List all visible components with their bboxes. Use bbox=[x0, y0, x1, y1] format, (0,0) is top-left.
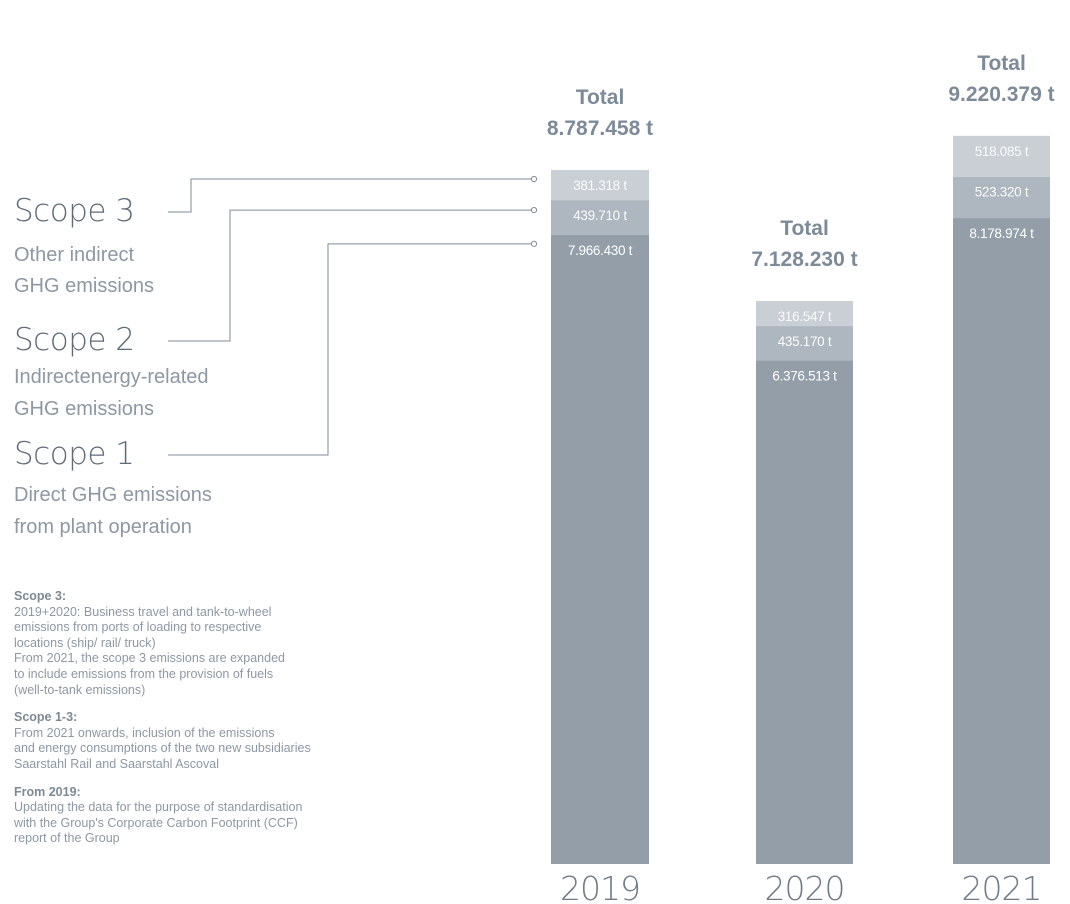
note-scope3: Scope 3: 2019+2020: Business travel and … bbox=[14, 589, 384, 698]
note-line: From 2021, the scope 3 emissions are exp… bbox=[14, 651, 285, 666]
scope2-desc-line2: GHG emissions bbox=[14, 398, 155, 420]
bar-segment-2020-scope2 bbox=[756, 326, 853, 361]
value-label-2019-scope3: 381.318 t bbox=[573, 178, 627, 193]
leader-line-scope1-end bbox=[530, 240, 538, 247]
note-line: to include emissions from the provision … bbox=[14, 666, 274, 681]
value-label-2019-scope2: 439.710 t bbox=[573, 208, 627, 223]
total-value-2020: 7.128.230 t bbox=[751, 248, 857, 271]
year-label-2020: 2020 bbox=[765, 869, 845, 904]
note-line: report of the Group bbox=[14, 831, 120, 846]
note-line: emissions from ports of loading to respe… bbox=[14, 620, 262, 635]
total-value-2021: 9.220.379 t bbox=[948, 83, 1054, 106]
scope3-title: Scope 3 bbox=[14, 193, 135, 229]
total-label-2021: Total bbox=[977, 52, 1026, 75]
note-line: Updating the data for the purpose of sta… bbox=[14, 800, 303, 815]
note-heading: Scope 1-3: bbox=[14, 710, 78, 725]
note-line: Saarstahl Rail and Saarstahl Ascoval bbox=[14, 756, 219, 771]
bar-segment-2021-scope2 bbox=[953, 176, 1050, 219]
leader-line-scope3 bbox=[168, 178, 531, 213]
scope3-desc-line2: GHG emissions bbox=[14, 275, 155, 297]
scope1-desc-line2: from plant operation bbox=[14, 516, 192, 538]
bar-segment-2019-scope2 bbox=[551, 200, 649, 235]
bar-segment-2021-scope1 bbox=[953, 218, 1050, 864]
value-label-2020-scope3: 316.547 t bbox=[778, 309, 832, 324]
bar-segment-2021-scope3 bbox=[953, 135, 1050, 177]
note-heading: From 2019: bbox=[14, 784, 81, 799]
bar-segment-2019-scope3 bbox=[551, 170, 649, 201]
year-label-2021: 2021 bbox=[962, 869, 1042, 904]
value-label-2021-scope3: 518.085 t bbox=[975, 144, 1029, 159]
leader-line-scope3-end bbox=[530, 175, 538, 183]
leader-line-scope2 bbox=[168, 209, 531, 342]
note-line: From 2021 onwards, inclusion of the emis… bbox=[14, 725, 275, 740]
total-label-2019: Total bbox=[576, 86, 625, 109]
scope3-desc-line1: Other indirect bbox=[14, 244, 135, 266]
bar-segment-2020-scope1 bbox=[756, 360, 853, 864]
note-from-2019: From 2019: Updating the data for the pur… bbox=[14, 785, 384, 847]
total-label-2020: Total bbox=[780, 217, 829, 240]
value-label-2020-scope2: 435.170 t bbox=[778, 334, 832, 349]
bar-segment-2019-scope1 bbox=[551, 234, 649, 864]
leader-line-scope1 bbox=[168, 243, 531, 456]
footnotes: Scope 3: 2019+2020: Business travel and … bbox=[14, 589, 384, 859]
value-label-2021-scope1: 8.178.974 t bbox=[969, 226, 1034, 241]
note-line: and energy consumptions of the two new s… bbox=[14, 741, 311, 756]
note-line: 2019+2020: Business travel and tank-to-w… bbox=[14, 604, 272, 619]
scope2-desc-line1: Indirectenergy-related bbox=[14, 366, 209, 388]
note-line: (well-to-tank emissions) bbox=[14, 682, 146, 697]
value-label-2021-scope2: 523.320 t bbox=[975, 185, 1029, 200]
scope2-title: Scope 2 bbox=[14, 322, 135, 358]
scope1-title: Scope 1 bbox=[14, 436, 135, 472]
leader-line-scope2-end bbox=[530, 207, 538, 214]
note-heading: Scope 3: bbox=[14, 589, 67, 603]
total-value-2019: 8.787.458 t bbox=[547, 117, 653, 140]
value-label-2019-scope1: 7.966.430 t bbox=[568, 243, 633, 258]
note-line: locations (ship/ rail/ truck) bbox=[14, 635, 156, 650]
year-label-2019: 2019 bbox=[560, 869, 640, 904]
note-line: with the Group's Corporate Carbon Footpr… bbox=[14, 815, 298, 830]
bar-segment-2020-scope3 bbox=[756, 301, 853, 327]
scope1-desc-line1: Direct GHG emissions bbox=[14, 484, 212, 506]
value-label-2020-scope1: 6.376.513 t bbox=[772, 368, 837, 383]
note-scope1-3: Scope 1-3: From 2021 onwards, inclusion … bbox=[14, 710, 384, 772]
